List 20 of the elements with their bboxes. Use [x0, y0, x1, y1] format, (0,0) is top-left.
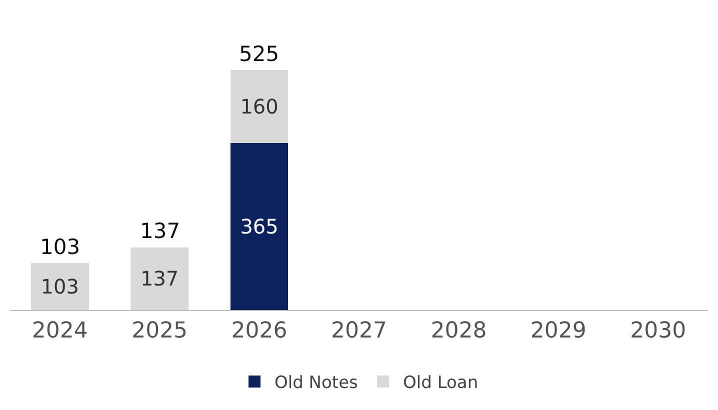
x-tick-label: 2025	[132, 318, 188, 344]
data-label: 103	[40, 274, 79, 298]
bar	[230, 70, 288, 144]
data-label: 137	[140, 266, 179, 291]
x-tick-label: 2030	[630, 318, 686, 344]
x-tick-label: 2027	[331, 318, 387, 344]
x-tick-label: 2028	[430, 318, 487, 344]
data-label: 160	[240, 94, 278, 119]
total-label: 137	[140, 219, 180, 243]
x-tick-label: 2029	[530, 318, 586, 344]
legend-label: Old Loan	[403, 373, 478, 394]
bar	[230, 143, 288, 310]
bar	[130, 247, 188, 310]
legend-label: Old Notes	[274, 373, 358, 394]
total-label: 525	[239, 42, 280, 66]
x-tick-label: 2024	[32, 318, 88, 344]
total-label: 103	[40, 235, 80, 259]
data-label: 365	[240, 214, 278, 239]
x-tick-label: 2026	[231, 318, 288, 344]
bar	[30, 262, 89, 310]
